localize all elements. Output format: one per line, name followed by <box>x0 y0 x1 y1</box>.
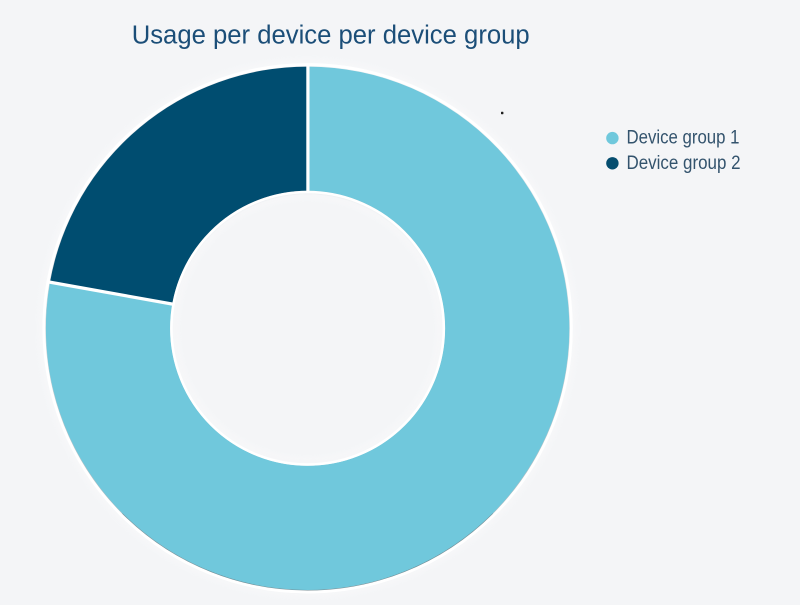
svg-text:Usage per device per device gr: Usage per device per device group <box>132 19 530 49</box>
svg-text:Device group 1: Device group 1 <box>627 128 740 149</box>
svg-text:Device group 2: Device group 2 <box>627 153 741 174</box>
